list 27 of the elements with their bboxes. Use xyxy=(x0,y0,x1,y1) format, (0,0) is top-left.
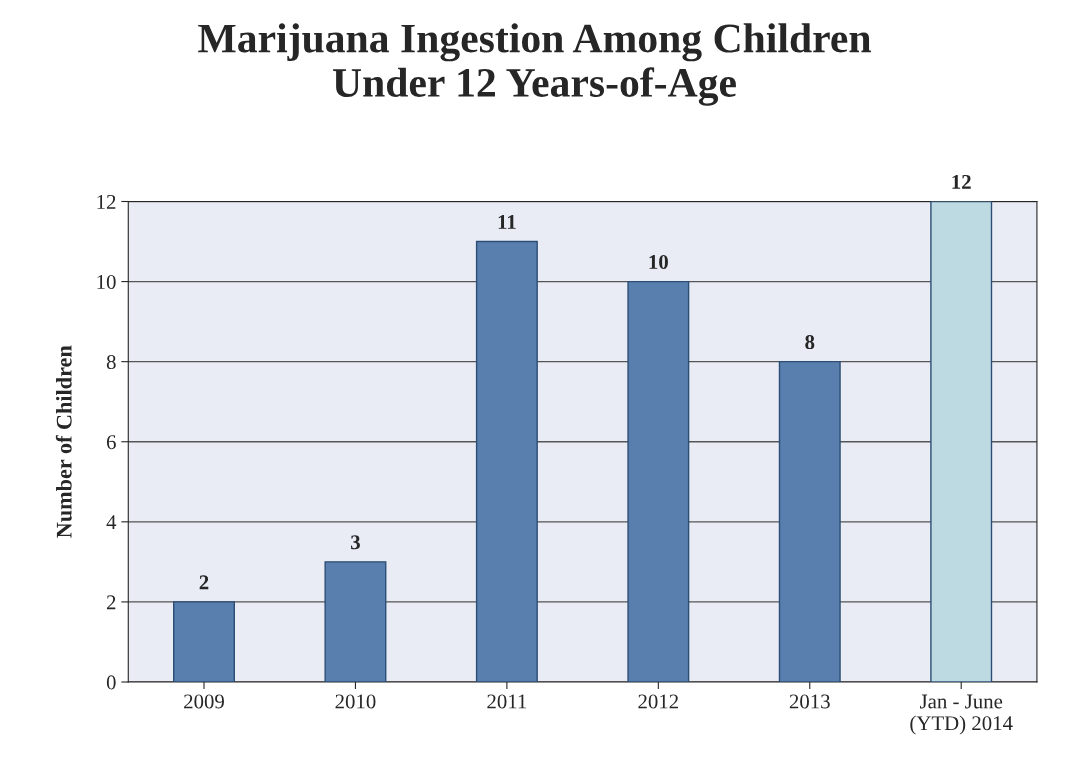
bar xyxy=(173,601,235,682)
x-tick-label: 2010 xyxy=(335,694,376,709)
x-tick-label: 2012 xyxy=(638,694,679,709)
x-tick-label: 2013 xyxy=(789,694,830,709)
bar xyxy=(475,240,538,682)
data-label: 12 xyxy=(952,174,971,189)
data-label: 10 xyxy=(649,254,668,270)
y-tick-label: 4 xyxy=(106,515,117,530)
y-tick-label: 0 xyxy=(106,675,116,690)
bar xyxy=(324,561,387,682)
x-tick-label: Jan - June (YTD) 2014 xyxy=(910,694,1013,735)
x-tick-label: 2009 xyxy=(184,694,224,709)
y-tick-label: 12 xyxy=(97,194,116,209)
y-tick-label: 8 xyxy=(106,355,116,370)
data-label: 3 xyxy=(351,535,360,550)
bar xyxy=(930,201,993,682)
bar xyxy=(627,280,690,682)
data-label: 11 xyxy=(498,215,516,229)
data-label: 2 xyxy=(199,575,209,590)
y-tick-label: 6 xyxy=(106,435,116,450)
chart-title: Marijuana Ingestion Among Children Under 12 Years-of-Age xyxy=(198,23,871,106)
y-axis-title: Number of Children xyxy=(55,345,72,538)
x-tick-label: 2011 xyxy=(487,694,527,709)
data-label: 8 xyxy=(805,335,815,350)
y-tick-label: 2 xyxy=(106,595,116,610)
bar xyxy=(778,360,841,682)
y-tick-label: 10 xyxy=(97,274,116,290)
